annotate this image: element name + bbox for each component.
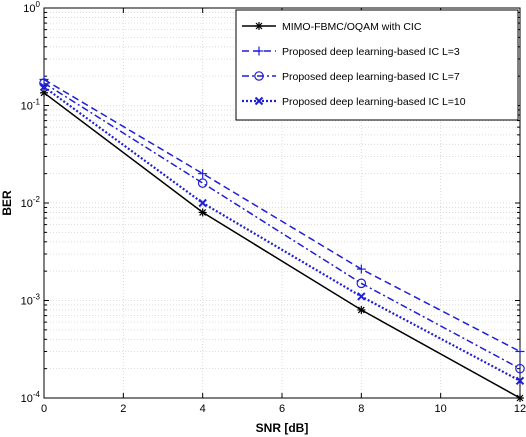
legend-label-1: MIMO-FBMC/OQAM with CIC [282, 21, 422, 33]
series-1-point [357, 305, 366, 314]
y-tick-label: 10-3 [21, 293, 41, 308]
series-3-point [515, 363, 525, 374]
legend-marker-4 [254, 96, 264, 106]
series-1-point [40, 88, 48, 97]
series-line-3 [43, 82, 521, 370]
series-line-4 [43, 86, 521, 382]
series-3-point [197, 178, 208, 188]
series-4-point [39, 82, 49, 92]
y-tick-label: 10-4 [21, 390, 41, 405]
series-2-point [515, 346, 525, 356]
y-tick-exponent: 0 [36, 0, 41, 9]
x-tick-label: 8 [358, 403, 364, 415]
x-tick-label: 0 [41, 403, 47, 415]
series-layer [39, 74, 525, 402]
y-tick-label: 10-2 [21, 195, 41, 210]
legend-label-2: Proposed deep learning-based IC L=3 [282, 46, 460, 58]
y-tick-base: 10 [21, 296, 33, 308]
series-4-point [515, 376, 525, 386]
series-line-2 [43, 78, 521, 353]
y-tick-label: 100 [23, 0, 40, 15]
series-line-1 [43, 92, 521, 399]
y-tick-base: 10 [21, 101, 33, 113]
x-tick-label: 4 [200, 403, 206, 415]
legend-marker-2 [254, 46, 264, 56]
series-4-point [198, 198, 207, 208]
y-tick-base: 10 [21, 393, 33, 405]
x-tick-labels: 0 2 4 6 8 10 12 [41, 403, 526, 415]
y-tick-label: 10-1 [21, 98, 41, 113]
series-3-point [356, 278, 367, 289]
y-tick-exponent: -4 [33, 390, 41, 399]
legend-box [235, 9, 519, 121]
legend-marker-3 [254, 71, 264, 81]
legend-marker-1 [255, 22, 263, 30]
x-axis-label: SNR [dB] [256, 421, 309, 435]
x-tick-label: 12 [514, 403, 526, 415]
legend: MIMO-FBMC/OQAM with CIC Proposed deep lea… [235, 9, 519, 121]
series-2-point [198, 169, 208, 179]
series-1-point [198, 208, 207, 217]
y-tick-base: 10 [23, 3, 35, 15]
series-2-point [356, 264, 366, 274]
series-1-point [516, 394, 524, 402]
y-tick-exponent: -1 [33, 98, 41, 107]
x-tick-label: 6 [279, 403, 285, 415]
series-4-point [357, 292, 366, 301]
x-tick-label: 10 [435, 403, 447, 415]
legend-label-4: Proposed deep learning-based IC L=10 [282, 96, 466, 108]
y-tick-exponent: -2 [33, 195, 41, 204]
y-axis-label: BER [0, 190, 14, 216]
y-tick-base: 10 [21, 198, 33, 210]
legend-label-3: Proposed deep learning-based IC L=7 [282, 71, 460, 83]
y-tick-exponent: -3 [33, 293, 41, 302]
x-tick-label: 2 [120, 403, 126, 415]
